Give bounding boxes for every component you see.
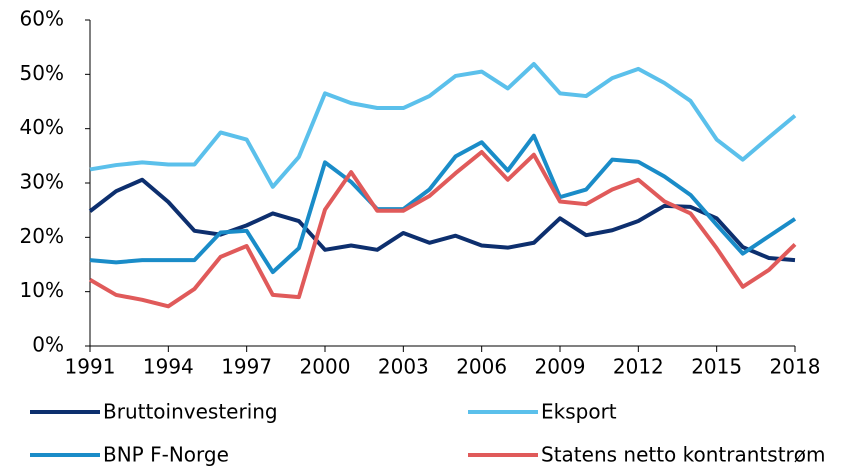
series-line (89, 133, 797, 275)
series-line (88, 150, 797, 309)
series-line (89, 62, 797, 189)
y-tick-label: 10% (20, 278, 64, 302)
y-tick-label: 40% (20, 115, 64, 139)
y-tick-label: 0% (32, 333, 64, 357)
x-tick-label: 1997 (221, 355, 272, 379)
legend-label: Eksport (541, 400, 617, 424)
x-tick-label: 2003 (378, 355, 429, 379)
x-tick-label: 2012 (613, 355, 664, 379)
y-tick-label: 30% (20, 170, 64, 194)
y-tick-label: 50% (20, 61, 64, 85)
x-tick-label: 1991 (65, 355, 116, 379)
legend-label: Statens netto kontrantstrøm (541, 443, 825, 467)
legend-label: Bruttoinvestering (103, 400, 278, 424)
x-tick-label: 2009 (535, 355, 586, 379)
x-tick-label: 2015 (691, 355, 742, 379)
y-tick-label: 20% (20, 224, 64, 248)
x-tick-label: 2000 (300, 355, 351, 379)
x-tick-label: 1994 (143, 355, 194, 379)
x-tick-label: 2006 (456, 355, 507, 379)
legend-label: BNP F-Norge (103, 443, 229, 467)
y-tick-label: 60% (20, 7, 64, 31)
x-tick-label: 2018 (770, 355, 821, 379)
